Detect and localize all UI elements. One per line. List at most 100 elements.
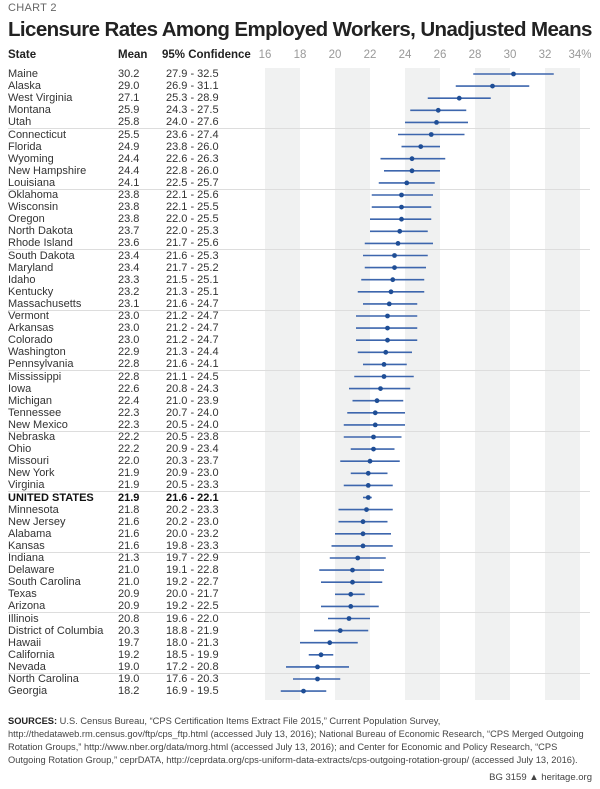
- mean-value: 23.1: [118, 297, 140, 310]
- ci-value: 20.0 - 21.7: [166, 588, 219, 601]
- mean-point: [409, 156, 415, 162]
- state-label: Oregon: [8, 213, 45, 226]
- mean-value: 21.9: [118, 479, 140, 492]
- state-label: Alabama: [8, 527, 52, 540]
- state-label: Idaho: [8, 273, 36, 286]
- x-tick-label: 22: [363, 49, 377, 61]
- grid-band: [405, 68, 440, 700]
- ci-value: 21.1 - 24.5: [166, 370, 219, 383]
- mean-point: [350, 579, 355, 585]
- state-label: Maine: [8, 68, 38, 80]
- ci-value: 20.3 - 23.7: [166, 455, 219, 468]
- x-tick-label: 26: [433, 49, 447, 61]
- mean-value: 23.2: [118, 285, 140, 298]
- row-separator: [8, 430, 590, 432]
- mean-point: [367, 458, 373, 464]
- ci-value: 24.0 - 27.6: [166, 116, 219, 129]
- state-label: Virginia: [8, 479, 45, 492]
- mean-value: 22.0: [118, 455, 140, 468]
- state-label: Illinois: [8, 612, 39, 625]
- state-label: Montana: [8, 104, 51, 117]
- mean-value: 22.2: [118, 443, 140, 456]
- mean-point: [511, 71, 516, 77]
- state-label: Alaska: [8, 80, 42, 93]
- mean-value: 23.3: [118, 273, 140, 286]
- x-tick-label: 32: [538, 49, 552, 61]
- ci-value: 18.8 - 21.9: [166, 624, 219, 637]
- state-label: West Virginia: [8, 92, 73, 105]
- ci-value: 17.6 - 20.3: [166, 673, 219, 685]
- ci-value: 20.8 - 24.3: [166, 382, 219, 395]
- ci-value: 21.6 - 24.1: [166, 358, 219, 371]
- state-label: Mississippi: [8, 370, 62, 383]
- mean-point: [428, 132, 434, 137]
- mean-point: [435, 107, 441, 113]
- mean-value: 21.8: [118, 503, 140, 516]
- mean-value: 22.8: [118, 358, 140, 371]
- mean-value: 23.8: [118, 213, 140, 226]
- state-label: Indiana: [8, 552, 45, 564]
- state-label: Ohio: [8, 443, 32, 456]
- mean-point: [371, 446, 376, 452]
- mean-value: 29.0: [118, 80, 140, 93]
- mean-point: [404, 180, 410, 186]
- mean-value: 20.3: [118, 624, 140, 637]
- footer: BG 3159 ▲ heritage.org: [489, 772, 592, 783]
- ci-value: 16.9 - 19.5: [166, 685, 219, 698]
- state-label: UNITED STATES: [8, 491, 94, 504]
- ci-value: 17.2 - 20.8: [166, 660, 219, 673]
- row-separator: [8, 491, 590, 492]
- state-label: Georgia: [8, 685, 48, 698]
- mean-value: 22.8: [118, 370, 140, 383]
- mean-value: 23.4: [118, 249, 140, 262]
- x-tick-label: 20: [328, 49, 342, 61]
- mean-value: 21.0: [118, 576, 140, 589]
- mean-point: [386, 301, 392, 307]
- ci-value: 22.0 - 25.3: [166, 225, 219, 238]
- state-label: Pennsylvania: [8, 358, 74, 371]
- ci-value: 20.9 - 23.4: [166, 443, 219, 456]
- mean-point: [385, 313, 390, 319]
- ci-value: 21.6 - 22.1: [166, 491, 219, 504]
- grid-band: [265, 68, 300, 700]
- x-tick-label: 30: [503, 49, 517, 61]
- ci-value: 21.0 - 23.9: [166, 394, 219, 407]
- state-label: Nevada: [8, 660, 46, 673]
- mean-point: [409, 168, 415, 174]
- mean-point: [490, 83, 495, 89]
- mean-point: [348, 604, 354, 609]
- mean-point: [371, 434, 376, 440]
- ci-value: 21.6 - 24.7: [166, 297, 219, 310]
- mean-value: 21.0: [118, 564, 140, 577]
- mean-point: [395, 241, 401, 246]
- ci-value: 20.5 - 23.3: [166, 479, 219, 492]
- state-label: Tennessee: [8, 406, 62, 419]
- state-label: South Carolina: [8, 576, 81, 589]
- mean-point: [399, 216, 404, 222]
- ci-value: 20.2 - 23.3: [166, 503, 219, 516]
- mean-point: [390, 277, 396, 283]
- state-label: Utah: [8, 116, 32, 129]
- mean-point: [383, 349, 389, 355]
- ci-value: 19.7 - 22.9: [166, 552, 219, 564]
- state-label: Rhode Island: [8, 237, 73, 250]
- state-label: Delaware: [8, 564, 55, 577]
- state-label: New Hampshire: [8, 164, 87, 177]
- ci-value: 21.7 - 25.2: [166, 261, 219, 274]
- state-label: Connecticut: [8, 128, 67, 141]
- ci-value: 22.5 - 25.7: [166, 176, 219, 189]
- mean-value: 20.8: [118, 612, 140, 625]
- mean-value: 21.6: [118, 515, 140, 528]
- ci-value: 24.3 - 27.5: [166, 104, 219, 117]
- mean-value: 24.1: [118, 176, 140, 189]
- ci-value: 19.8 - 23.3: [166, 539, 219, 552]
- mean-point: [327, 640, 333, 646]
- mean-value: 23.8: [118, 201, 140, 214]
- row-separator: [8, 309, 590, 311]
- state-label: District of Columbia: [8, 624, 104, 637]
- ci-value: 19.2 - 22.7: [166, 576, 219, 589]
- ci-value: 19.2 - 22.5: [166, 600, 219, 613]
- mean-value: 24.4: [118, 164, 140, 177]
- row-separator: [8, 128, 590, 129]
